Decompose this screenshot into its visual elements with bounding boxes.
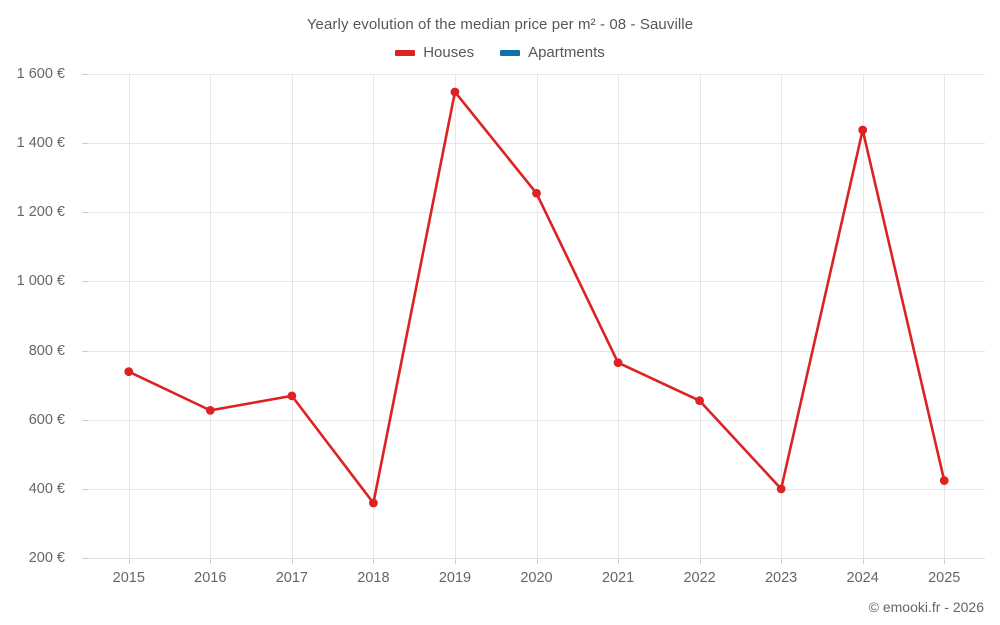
data-point-houses[interactable]	[613, 358, 623, 368]
x-axis-tick-label: 2018	[357, 570, 390, 586]
x-axis-tick-label: 2016	[194, 570, 227, 586]
gridline-vertical	[210, 74, 212, 558]
x-axis-line	[88, 558, 985, 559]
data-point-houses[interactable]	[124, 367, 134, 377]
x-axis-tick-label: 2024	[846, 570, 879, 586]
gridline-vertical	[291, 74, 293, 558]
x-tick-mark	[618, 558, 620, 564]
chart-legend: Houses Apartments	[0, 44, 1000, 61]
y-tick-mark	[82, 488, 88, 490]
data-point-houses[interactable]	[858, 125, 868, 135]
x-axis-tick-label: 2023	[764, 570, 798, 586]
y-tick-mark	[82, 350, 88, 352]
x-tick-mark	[210, 558, 212, 564]
y-tick-mark	[82, 143, 88, 145]
x-axis-tick-label: 2025	[928, 570, 961, 586]
y-axis-tick-label: 1 600 €	[16, 66, 65, 82]
y-axis-tick-label: 1 200 €	[16, 204, 65, 221]
gridline-vertical	[128, 74, 130, 558]
y-tick-mark	[82, 281, 88, 283]
x-axis-tick-label: 2015	[112, 570, 145, 586]
y-tick-mark	[82, 212, 88, 214]
legend-item-houses[interactable]: Houses	[395, 44, 474, 61]
data-point-houses[interactable]	[939, 476, 949, 485]
data-point-houses[interactable]	[205, 405, 215, 415]
series-line-houses	[127, 90, 946, 505]
x-axis-tick-label: 2017	[275, 570, 308, 586]
series-layer	[124, 87, 949, 508]
x-axis-tick-label: 2022	[683, 570, 716, 586]
credit-text: © emooki.fr - 2026	[868, 599, 984, 615]
legend-label-houses: Houses	[423, 44, 475, 61]
legend-label-apartments: Apartments	[528, 44, 605, 61]
data-point-houses[interactable]	[776, 484, 786, 494]
y-tick-mark	[82, 558, 88, 559]
plot-area: 200 € 400 € 600 € 800 € 1 000 € 1 200 € 1 400 …	[17, 66, 985, 586]
y-axis-tick-label: 1 000 €	[16, 273, 65, 290]
x-tick-mark	[781, 558, 783, 564]
gridline-vertical	[373, 74, 375, 558]
x-axis-tick-label: 2020	[520, 570, 553, 586]
y-axis-tick-label: 1 400 €	[16, 135, 65, 152]
x-axis-tick-label: 2019	[438, 570, 472, 586]
y-axis-tick-label: 600 €	[28, 411, 65, 428]
x-axis-tick-label: 2021	[601, 570, 635, 586]
x-tick-mark	[373, 558, 375, 564]
y-tick-mark	[82, 419, 88, 421]
data-point-houses[interactable]	[450, 87, 460, 97]
y-axis-tick-label: 200 €	[28, 550, 65, 566]
x-tick-mark	[944, 558, 946, 564]
data-point-houses[interactable]	[287, 391, 297, 401]
gridline-vertical	[454, 74, 456, 558]
gridline-vertical	[862, 74, 864, 558]
x-tick-mark	[699, 558, 701, 564]
y-axis-tick-label: 400 €	[28, 480, 65, 497]
gridline-vertical	[618, 74, 620, 558]
gridline-vertical	[944, 74, 946, 558]
y-tick-mark	[82, 74, 88, 75]
chart-title: Yearly evolution of the median price per…	[306, 16, 694, 33]
data-point-houses[interactable]	[532, 188, 541, 198]
x-tick-mark	[454, 558, 456, 564]
y-axis-tick-label: 800 €	[28, 342, 65, 359]
gridline-vertical	[781, 74, 783, 558]
x-tick-mark	[862, 558, 864, 564]
data-point-houses[interactable]	[369, 498, 378, 508]
legend-swatch-houses	[395, 49, 416, 56]
legend-item-apartments[interactable]: Apartments	[500, 44, 605, 61]
x-tick-mark	[291, 558, 293, 564]
gridline-vertical	[699, 74, 701, 558]
legend-swatch-apartments	[500, 49, 521, 56]
gridline-vertical	[536, 74, 538, 558]
x-tick-mark	[128, 558, 130, 564]
x-tick-mark	[536, 558, 538, 564]
data-point-houses[interactable]	[695, 396, 704, 406]
